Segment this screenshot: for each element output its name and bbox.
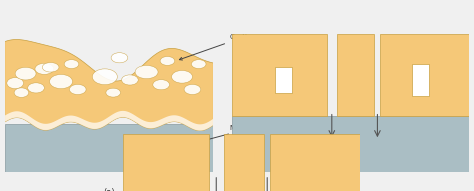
- Bar: [232, 34, 327, 116]
- Ellipse shape: [50, 74, 73, 89]
- Bar: [232, 116, 469, 172]
- Ellipse shape: [15, 67, 36, 80]
- Ellipse shape: [121, 75, 138, 85]
- Ellipse shape: [191, 60, 206, 69]
- Ellipse shape: [42, 62, 59, 72]
- Bar: [5, 124, 213, 172]
- Ellipse shape: [153, 80, 170, 90]
- Ellipse shape: [172, 70, 192, 83]
- Text: Coating: Coating: [179, 34, 257, 60]
- Polygon shape: [5, 40, 213, 131]
- Text: Mg substrate: Mg substrate: [180, 125, 275, 148]
- Ellipse shape: [160, 57, 175, 65]
- Bar: [275, 67, 292, 93]
- Ellipse shape: [184, 84, 201, 95]
- Polygon shape: [5, 111, 213, 131]
- Ellipse shape: [7, 78, 24, 89]
- Ellipse shape: [27, 83, 45, 93]
- Ellipse shape: [106, 88, 120, 97]
- Ellipse shape: [111, 53, 128, 63]
- Bar: [123, 134, 209, 191]
- Ellipse shape: [135, 65, 158, 79]
- Ellipse shape: [92, 69, 118, 85]
- Bar: [224, 134, 264, 191]
- Ellipse shape: [64, 60, 79, 69]
- Ellipse shape: [35, 63, 54, 74]
- Bar: [337, 34, 374, 116]
- Bar: [412, 64, 429, 96]
- Ellipse shape: [14, 88, 29, 97]
- Bar: [380, 34, 469, 116]
- Ellipse shape: [69, 84, 86, 95]
- Bar: [270, 134, 360, 191]
- Text: (b): (b): [345, 188, 357, 191]
- Text: (a): (a): [103, 188, 115, 191]
